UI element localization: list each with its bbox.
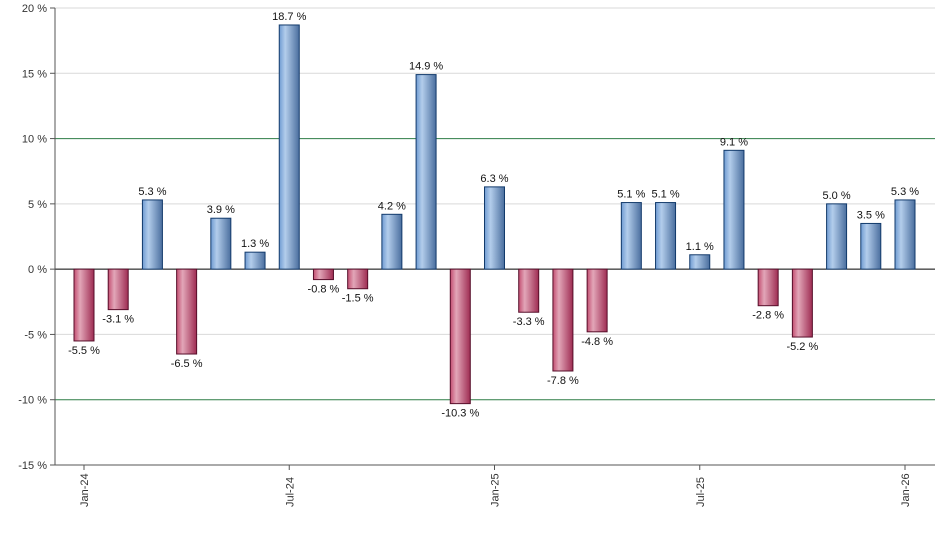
y-tick-label: -15 %: [18, 460, 47, 472]
y-tick-label: 15 %: [22, 68, 47, 80]
value-label-Aug-24: -0.8 %: [308, 284, 340, 296]
bar-Jan-26: [894, 199, 916, 270]
value-label-Mar-24: 5.3 %: [138, 186, 166, 198]
value-label-Feb-25: -3.3 %: [513, 316, 545, 328]
value-label-Sep-25: -2.8 %: [752, 310, 784, 322]
y-tick-label: 10 %: [22, 134, 47, 146]
value-label-May-25: 5.1 %: [617, 189, 645, 201]
value-label-Jul-25: 1.1 %: [686, 241, 714, 253]
bar-Mar-24: [141, 199, 163, 270]
bar-Aug-24: [312, 268, 334, 281]
bar-Aug-25: [723, 149, 745, 270]
bar-May-24: [210, 217, 232, 270]
value-label-Oct-24: 4.2 %: [378, 200, 406, 212]
bar-May-25: [620, 202, 642, 270]
bar-Apr-25: [586, 268, 608, 333]
value-label-Dec-24: -10.3 %: [441, 408, 479, 420]
x-tick-label-Jan-25: Jan-25: [490, 473, 502, 507]
value-label-Nov-24: 14.9 %: [409, 61, 443, 73]
x-tick-label-Jul-25: Jul-25: [695, 477, 707, 507]
bar-Feb-25: [518, 268, 540, 313]
y-tick-label: 5 %: [28, 199, 47, 211]
x-tick-label-Jan-26: Jan-26: [900, 473, 912, 507]
bar-Oct-25: [791, 268, 813, 338]
value-label-Jan-26: 5.3 %: [891, 186, 919, 198]
value-label-Nov-25: 5.0 %: [823, 190, 851, 202]
value-label-Feb-24: -3.1 %: [102, 314, 134, 326]
bar-Dec-25: [860, 222, 882, 270]
bar-Nov-24: [415, 74, 437, 270]
value-label-Sep-24: -1.5 %: [342, 293, 374, 305]
value-label-Oct-25: -5.2 %: [786, 341, 818, 353]
bar-Jan-24: [73, 268, 95, 342]
value-label-Jul-24: 18.7 %: [272, 11, 306, 23]
bar-Feb-24: [107, 268, 129, 311]
bar-Jun-24: [244, 251, 266, 270]
bar-Nov-25: [826, 203, 848, 270]
value-label-Jun-24: 1.3 %: [241, 238, 269, 250]
x-tick-label-Jan-24: Jan-24: [79, 473, 91, 507]
bar-Dec-24: [449, 268, 471, 405]
bar-Jul-24: [278, 24, 300, 270]
x-tick-label-Jul-24: Jul-24: [284, 477, 296, 507]
y-tick-label: 0 %: [28, 264, 47, 276]
value-label-May-24: 3.9 %: [207, 204, 235, 216]
value-label-Jan-24: -5.5 %: [68, 345, 100, 357]
y-tick-label: -5 %: [24, 329, 47, 341]
value-label-Jun-25: 5.1 %: [651, 189, 679, 201]
bar-Sep-24: [347, 268, 369, 290]
bar-Jul-25: [689, 254, 711, 270]
bar-Apr-24: [176, 268, 198, 355]
value-label-Aug-25: 9.1 %: [720, 136, 748, 148]
bar-Sep-25: [757, 268, 779, 307]
bar-Jun-25: [655, 202, 677, 270]
value-label-Mar-25: -7.8 %: [547, 375, 579, 387]
value-label-Jan-25: 6.3 %: [480, 173, 508, 185]
value-label-Apr-24: -6.5 %: [171, 358, 203, 370]
bar-Oct-24: [381, 213, 403, 270]
value-label-Apr-25: -4.8 %: [581, 336, 613, 348]
y-tick-label: -10 %: [18, 395, 47, 407]
bar-Jan-25: [484, 186, 505, 270]
bar-Mar-25: [552, 268, 574, 372]
y-tick-label: 20 %: [22, 3, 47, 15]
value-label-Dec-25: 3.5 %: [857, 209, 885, 221]
